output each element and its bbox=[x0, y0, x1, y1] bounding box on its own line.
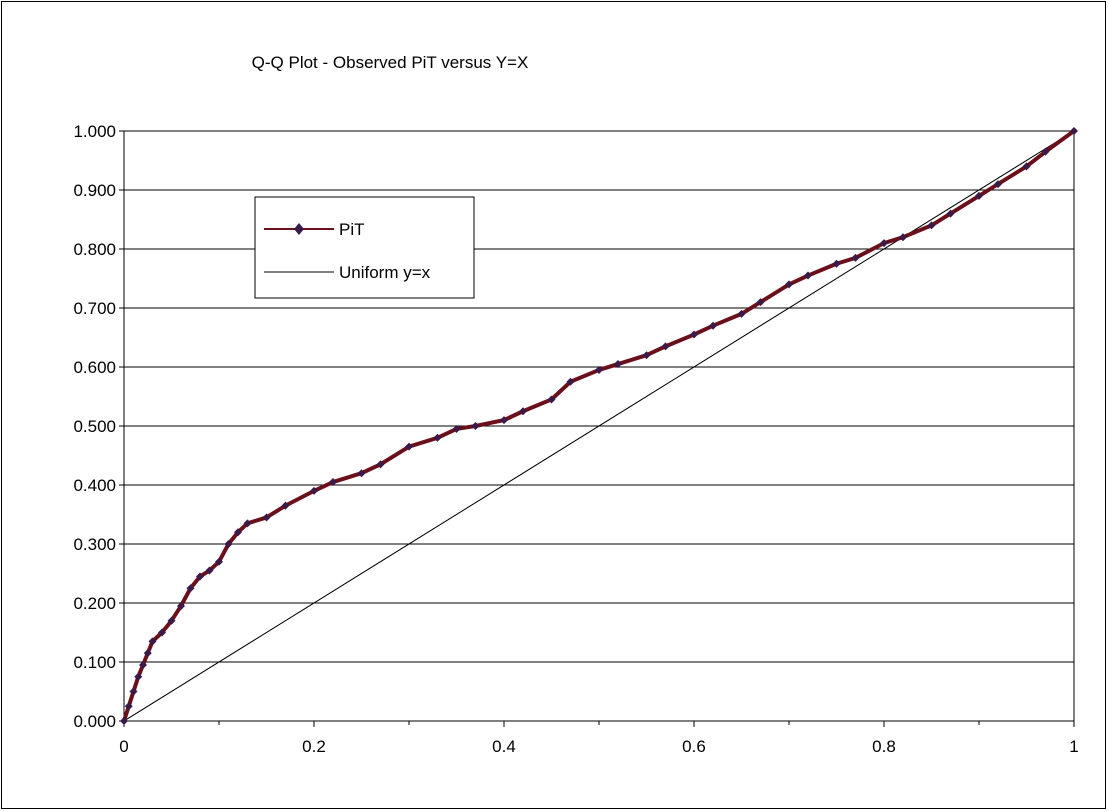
y-tick-labels: 0.000 0.100 0.200 0.300 0.400 0.500 0.600 0.700… bbox=[73, 122, 116, 731]
x-tick-labels: 0 0.2 0.4 0.6 0.8 1 bbox=[119, 737, 1078, 756]
pit-point bbox=[234, 528, 242, 537]
pit-point bbox=[186, 584, 195, 593]
pit-point bbox=[975, 191, 983, 200]
y-tick-label: 0.600 bbox=[73, 358, 116, 377]
pit-point bbox=[566, 377, 575, 386]
chart-title: Q-Q Plot - Observed PiT versus Y=X bbox=[252, 53, 529, 72]
pit-point bbox=[129, 687, 138, 696]
pit-point bbox=[927, 221, 936, 230]
pit-point bbox=[946, 209, 955, 218]
pit-point bbox=[804, 271, 812, 280]
pit-point bbox=[148, 637, 157, 646]
pit-point bbox=[737, 309, 746, 318]
pit-point bbox=[785, 280, 793, 289]
x-tick-label: 0.4 bbox=[492, 737, 516, 756]
pit-point bbox=[205, 566, 214, 575]
pit-point bbox=[310, 486, 318, 495]
x-tick-label: 0.2 bbox=[302, 737, 326, 756]
y-tick-label: 0.700 bbox=[73, 299, 116, 318]
pit-point bbox=[158, 628, 166, 637]
pit-point bbox=[1022, 162, 1031, 171]
legend: PiT Uniform y=x bbox=[254, 196, 475, 299]
x-tick-label: 0 bbox=[119, 737, 128, 756]
y-tick-label: 0.500 bbox=[73, 417, 116, 436]
pit-point bbox=[262, 513, 271, 522]
axes bbox=[119, 130, 1075, 727]
pit-point bbox=[994, 180, 1002, 189]
y-tick-label: 0.000 bbox=[73, 712, 116, 731]
pit-line bbox=[122, 129, 1076, 722]
pit-point bbox=[642, 351, 651, 360]
uniform-line bbox=[123, 130, 1075, 722]
pit-point bbox=[661, 342, 670, 351]
y-tick-label: 1.000 bbox=[73, 122, 116, 141]
pit-point bbox=[124, 702, 133, 711]
legend-uniform-label: Uniform y=x bbox=[339, 263, 431, 282]
pit-point bbox=[243, 519, 252, 528]
pit-point bbox=[756, 298, 765, 307]
pit-point bbox=[224, 540, 233, 548]
pit-point bbox=[1070, 127, 1078, 135]
pit-point bbox=[614, 360, 622, 369]
pit-point bbox=[832, 259, 841, 268]
y-tick-label: 0.100 bbox=[73, 653, 116, 672]
legend-pit-marker bbox=[294, 223, 304, 235]
y-tick-label: 0.200 bbox=[73, 594, 116, 613]
pit-point bbox=[329, 478, 337, 487]
pit-point bbox=[1041, 147, 1050, 156]
pit-point bbox=[452, 424, 461, 433]
pit-point bbox=[405, 442, 413, 451]
pit-point bbox=[120, 717, 128, 725]
x-tick-label: 0.8 bbox=[872, 737, 896, 756]
pit-point bbox=[519, 407, 527, 416]
pit-point bbox=[134, 672, 143, 681]
pit-point bbox=[899, 233, 907, 242]
pit-point bbox=[196, 572, 204, 581]
y-tick-label: 0.300 bbox=[73, 535, 116, 554]
pit-point bbox=[880, 239, 888, 248]
pit-point bbox=[471, 422, 480, 430]
x-tick-label: 1 bbox=[1069, 737, 1078, 756]
pit-point bbox=[595, 365, 603, 374]
pit-point bbox=[500, 416, 508, 425]
series-layer bbox=[120, 127, 1078, 725]
pit-point bbox=[167, 616, 176, 625]
pit-point bbox=[215, 557, 223, 566]
pit-point bbox=[709, 321, 717, 330]
legend-pit-label: PiT bbox=[339, 220, 365, 239]
y-tick-label: 0.900 bbox=[73, 181, 116, 200]
x-tick-label: 0.6 bbox=[682, 737, 706, 756]
pit-point bbox=[851, 253, 860, 262]
pit-point bbox=[547, 395, 556, 404]
y-tick-label: 0.400 bbox=[73, 476, 116, 495]
legend-box bbox=[254, 196, 475, 299]
pit-point bbox=[376, 460, 385, 469]
pit-point bbox=[143, 649, 152, 658]
pit-point bbox=[177, 601, 185, 610]
pit-point bbox=[139, 660, 147, 669]
pit-point bbox=[690, 330, 698, 339]
pit-point bbox=[281, 501, 290, 510]
pit-point bbox=[433, 433, 442, 442]
y-tick-label: 0.800 bbox=[73, 240, 116, 259]
pit-point bbox=[357, 469, 366, 478]
